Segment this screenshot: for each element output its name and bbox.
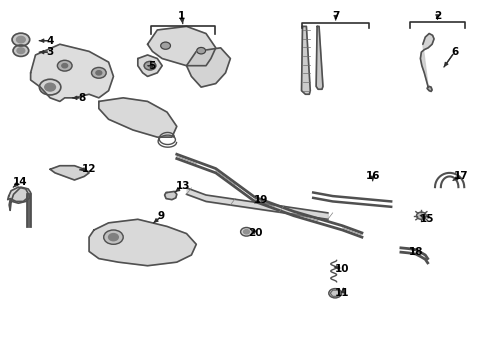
Polygon shape: [9, 187, 30, 210]
Circle shape: [57, 60, 72, 71]
Circle shape: [96, 71, 102, 75]
Polygon shape: [30, 44, 114, 102]
Polygon shape: [301, 26, 310, 94]
Circle shape: [12, 33, 30, 46]
Text: 16: 16: [366, 171, 380, 181]
Polygon shape: [147, 26, 216, 66]
Polygon shape: [50, 166, 89, 180]
Polygon shape: [420, 33, 434, 87]
Circle shape: [416, 212, 426, 219]
Polygon shape: [8, 187, 28, 202]
Text: 15: 15: [419, 214, 434, 224]
Text: 2: 2: [434, 11, 441, 21]
Circle shape: [62, 64, 68, 68]
Polygon shape: [187, 48, 230, 87]
Circle shape: [45, 83, 55, 91]
Text: 18: 18: [409, 247, 424, 257]
Polygon shape: [165, 192, 177, 200]
Polygon shape: [89, 219, 196, 266]
Text: 7: 7: [332, 11, 339, 21]
Text: 12: 12: [82, 164, 97, 174]
Text: 8: 8: [78, 93, 85, 103]
Circle shape: [17, 36, 25, 43]
Text: 3: 3: [47, 47, 54, 57]
Text: 14: 14: [13, 177, 27, 187]
Text: 10: 10: [335, 264, 350, 274]
Text: 4: 4: [47, 36, 54, 46]
Circle shape: [109, 234, 118, 241]
Circle shape: [329, 289, 342, 298]
Circle shape: [92, 67, 106, 78]
Text: 13: 13: [175, 181, 190, 192]
Circle shape: [17, 48, 25, 54]
Circle shape: [39, 79, 61, 95]
Text: 17: 17: [454, 171, 468, 181]
Circle shape: [244, 230, 249, 234]
Polygon shape: [316, 26, 323, 89]
Circle shape: [161, 42, 171, 49]
Text: 11: 11: [335, 288, 350, 298]
Text: 1: 1: [178, 11, 185, 21]
Text: 19: 19: [253, 195, 268, 204]
Circle shape: [13, 45, 29, 57]
Circle shape: [104, 230, 123, 244]
Text: 9: 9: [158, 211, 165, 221]
Circle shape: [241, 228, 252, 236]
Polygon shape: [427, 86, 432, 91]
Circle shape: [144, 62, 156, 70]
Polygon shape: [99, 98, 177, 137]
Circle shape: [197, 48, 205, 54]
Polygon shape: [138, 55, 162, 76]
Text: 5: 5: [148, 61, 155, 71]
Text: 20: 20: [248, 228, 263, 238]
Text: 6: 6: [451, 47, 458, 57]
